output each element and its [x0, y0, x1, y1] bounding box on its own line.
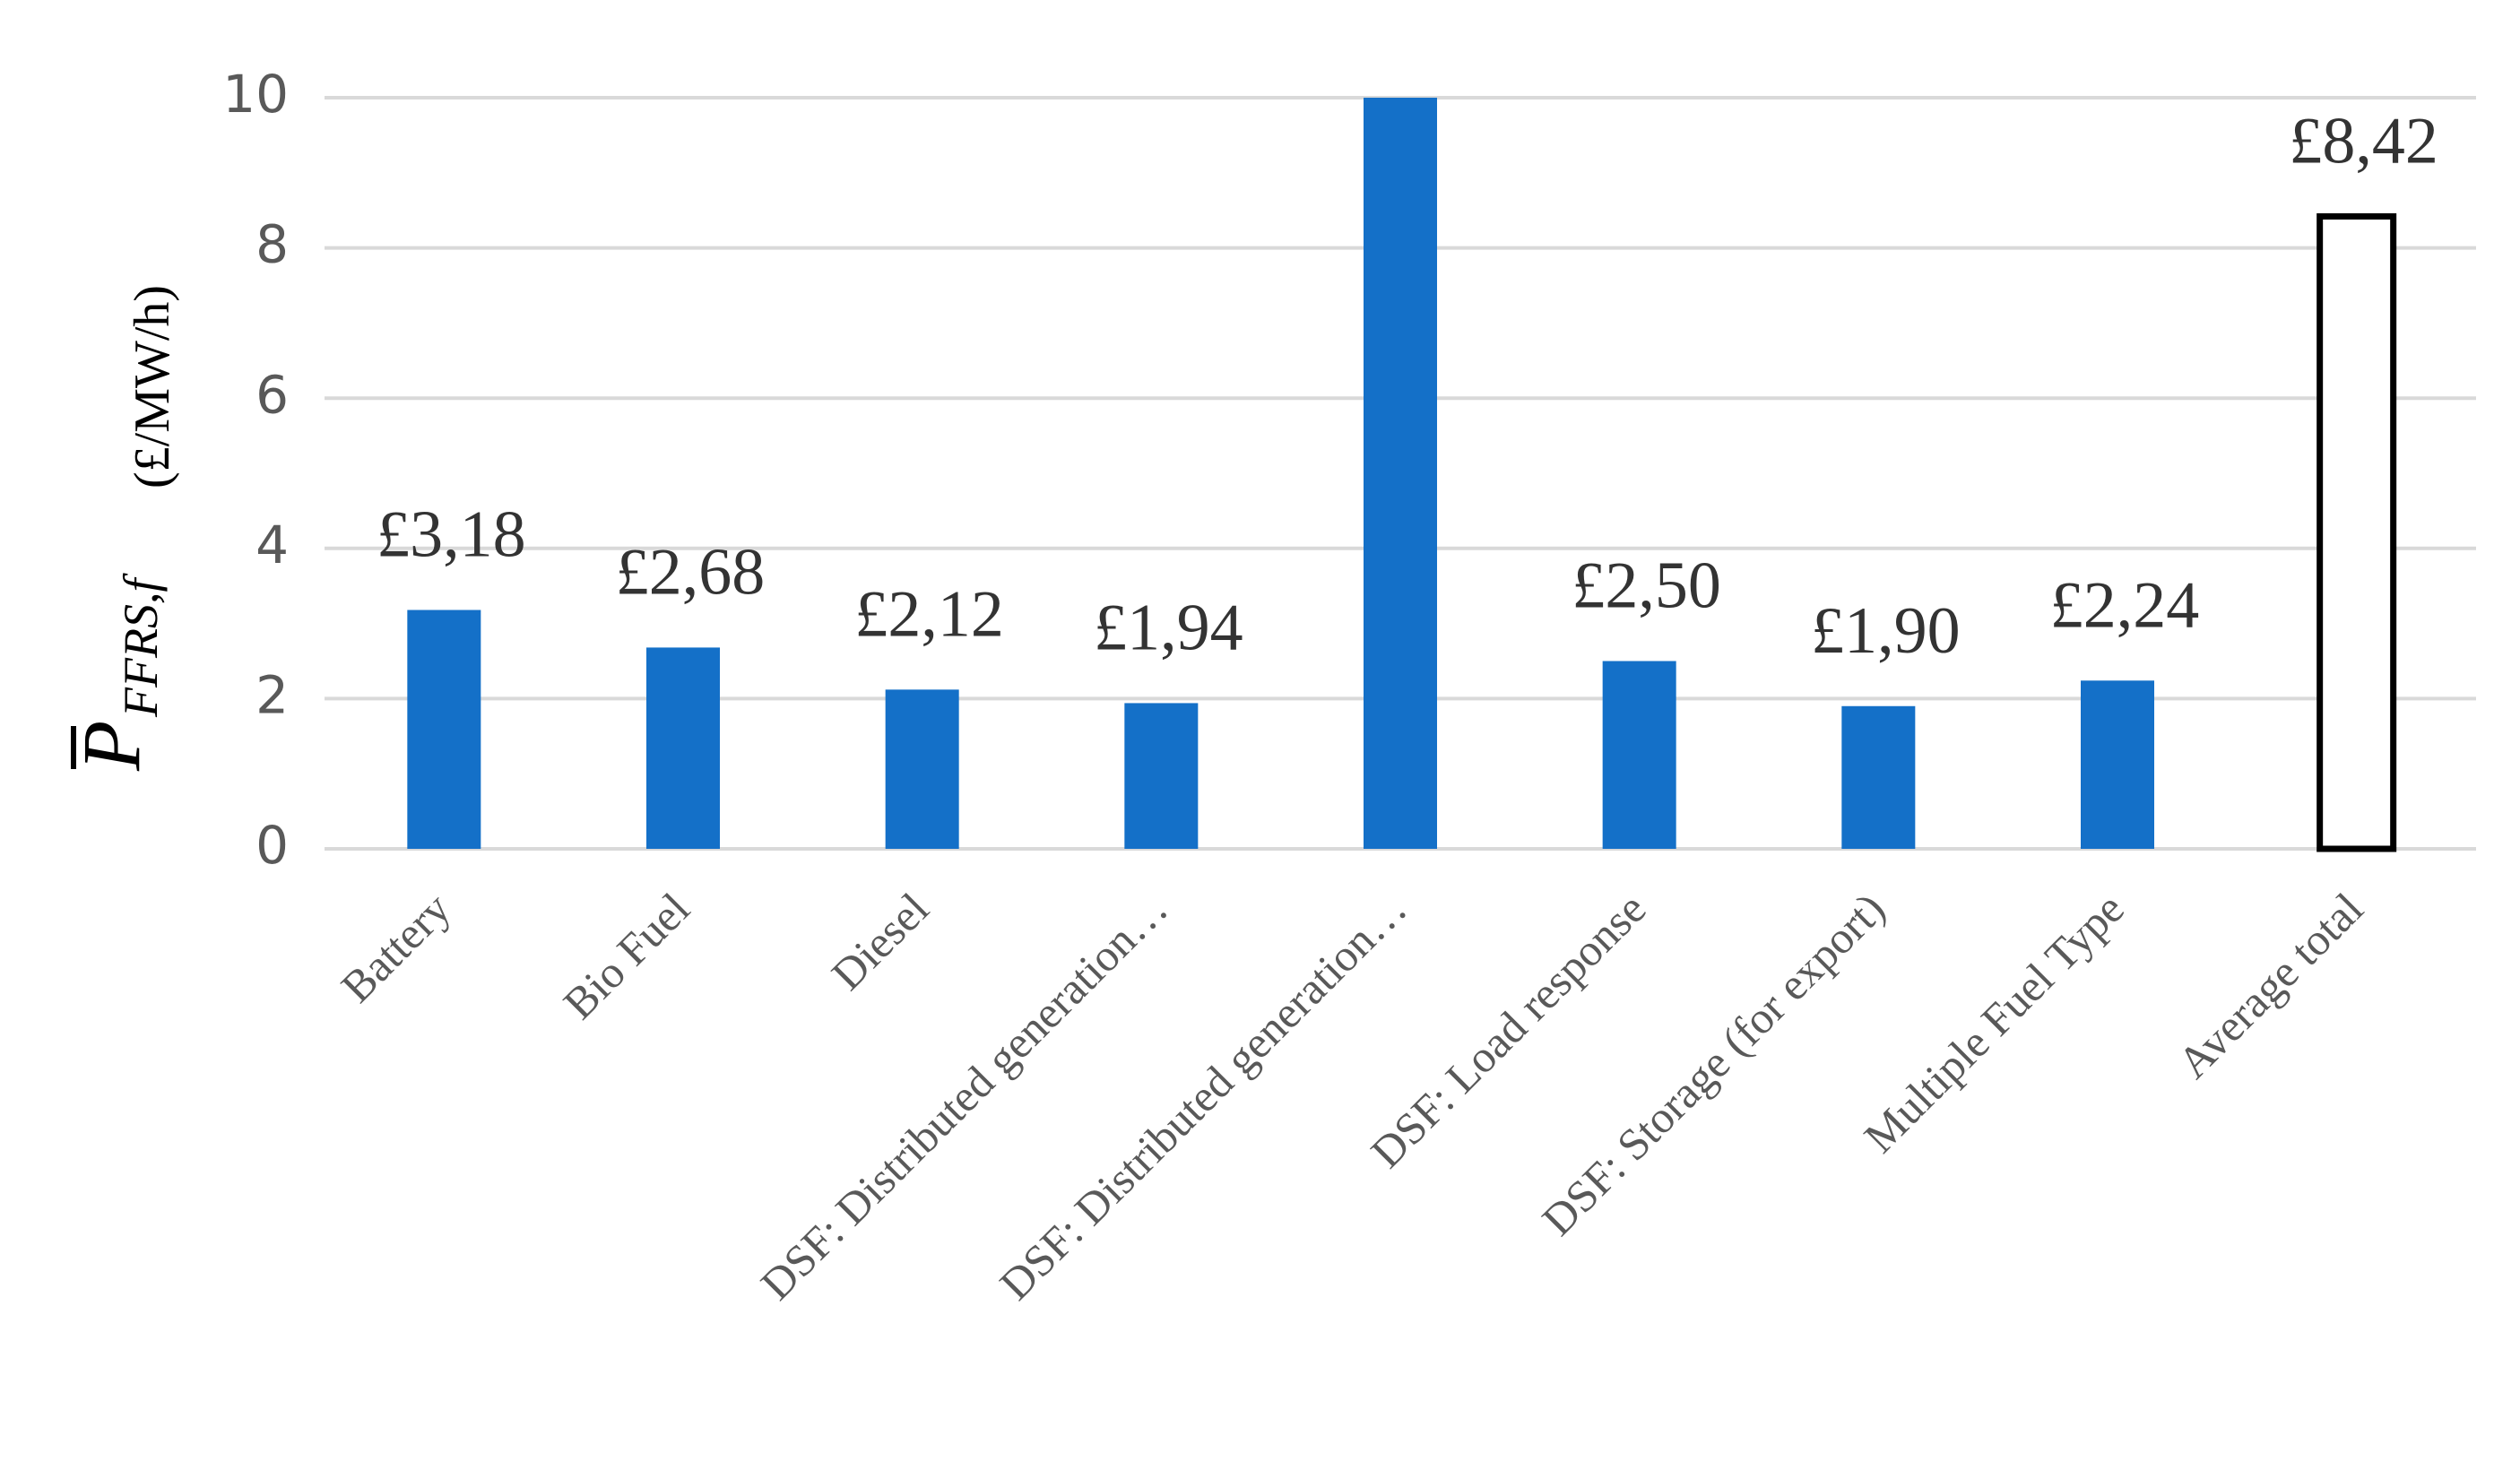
- bar: [1602, 661, 1676, 849]
- y-label-unit: (£/MW/h): [125, 285, 180, 489]
- x-tick-label: Multiple Fuel Type: [1854, 883, 2133, 1162]
- x-tick-label: Bio Fuel: [553, 883, 698, 1028]
- bar: [1124, 703, 1199, 849]
- bar: [2081, 680, 2154, 849]
- value-label: £2,50: [1572, 549, 1721, 623]
- y-tick-label: 0: [255, 815, 289, 876]
- value-label: £1,90: [1811, 594, 1961, 668]
- x-tick-label: DSF: Distributed generation…: [990, 883, 1416, 1310]
- value-label: £1,94: [1094, 591, 1243, 664]
- value-label: £8,42: [2289, 104, 2438, 177]
- bar: [1841, 705, 1916, 849]
- y-axis-label: P FFRS,f (£/MW/h): [65, 285, 180, 772]
- y-label-subscript: FFRS,f: [114, 573, 168, 718]
- bar: [407, 610, 481, 849]
- x-tick-label: DSF: Distributed generation…: [751, 883, 1178, 1310]
- value-label: £3,18: [377, 498, 526, 572]
- y-tick-label: 10: [222, 64, 289, 125]
- y-tick-label: 4: [255, 514, 289, 575]
- value-label: £2,24: [2050, 568, 2200, 642]
- bar: [1364, 98, 1437, 849]
- x-tick-label: Battery: [331, 883, 460, 1012]
- y-label-symbol: P: [65, 721, 157, 772]
- x-tick-label: Diesel: [822, 883, 939, 999]
- y-tick-label: 6: [255, 364, 289, 425]
- x-tick-label: Average total: [2168, 883, 2372, 1087]
- value-label: £2,68: [616, 535, 766, 609]
- value-label: £2,12: [854, 577, 1004, 651]
- y-tick-label: 2: [255, 665, 289, 726]
- bar: [2316, 212, 2397, 852]
- bar: [885, 689, 959, 849]
- y-tick-label: 8: [255, 214, 289, 275]
- bar: [646, 647, 720, 849]
